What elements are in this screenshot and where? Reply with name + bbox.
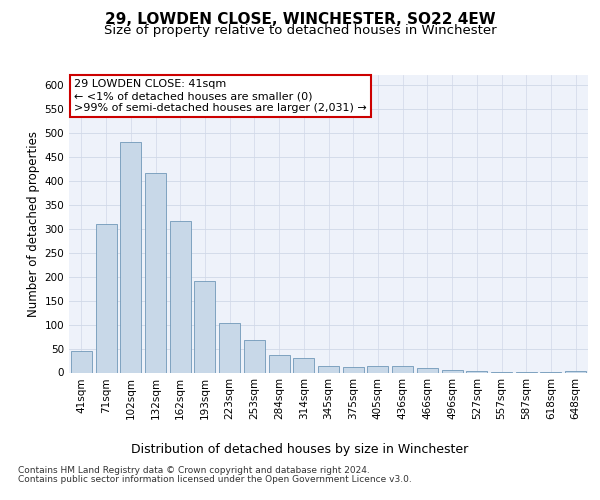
Bar bbox=[269, 354, 290, 372]
Bar bbox=[442, 370, 463, 372]
Bar bbox=[417, 368, 438, 372]
Bar bbox=[145, 174, 166, 372]
Text: Contains public sector information licensed under the Open Government Licence v3: Contains public sector information licen… bbox=[18, 475, 412, 484]
Bar bbox=[343, 367, 364, 372]
Bar bbox=[293, 358, 314, 372]
Bar bbox=[244, 340, 265, 372]
Bar bbox=[318, 366, 339, 372]
Y-axis label: Number of detached properties: Number of detached properties bbox=[27, 130, 40, 317]
Bar bbox=[170, 222, 191, 372]
Bar bbox=[219, 323, 240, 372]
Text: Contains HM Land Registry data © Crown copyright and database right 2024.: Contains HM Land Registry data © Crown c… bbox=[18, 466, 370, 475]
Bar bbox=[367, 366, 388, 372]
Text: 29, LOWDEN CLOSE, WINCHESTER, SO22 4EW: 29, LOWDEN CLOSE, WINCHESTER, SO22 4EW bbox=[104, 12, 496, 28]
Bar bbox=[71, 351, 92, 372]
Bar bbox=[95, 224, 116, 372]
Text: Size of property relative to detached houses in Winchester: Size of property relative to detached ho… bbox=[104, 24, 496, 37]
Text: Distribution of detached houses by size in Winchester: Distribution of detached houses by size … bbox=[131, 442, 469, 456]
Bar bbox=[194, 282, 215, 372]
Text: 29 LOWDEN CLOSE: 41sqm
← <1% of detached houses are smaller (0)
>99% of semi-det: 29 LOWDEN CLOSE: 41sqm ← <1% of detached… bbox=[74, 80, 367, 112]
Bar bbox=[120, 142, 141, 372]
Bar bbox=[392, 366, 413, 372]
Bar bbox=[466, 370, 487, 372]
Bar bbox=[565, 370, 586, 372]
